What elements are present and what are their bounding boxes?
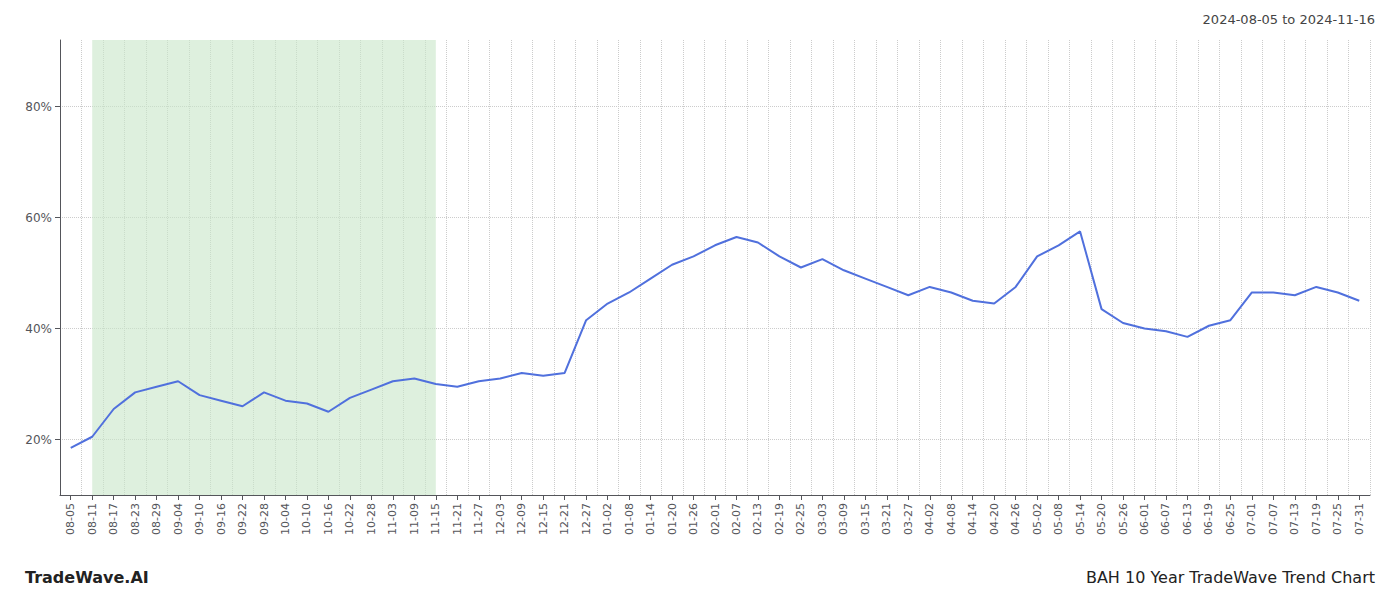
svg-text:01-20: 01-20 [666,503,679,535]
svg-text:06-01: 06-01 [1138,503,1151,535]
svg-text:05-08: 05-08 [1052,503,1065,535]
svg-text:03-09: 03-09 [837,503,850,535]
svg-text:04-08: 04-08 [945,503,958,535]
svg-text:08-23: 08-23 [129,503,142,535]
svg-text:08-17: 08-17 [107,503,120,535]
svg-text:08-29: 08-29 [150,503,163,535]
svg-text:08-11: 08-11 [86,503,99,535]
svg-text:12-03: 12-03 [494,503,507,535]
svg-text:02-19: 02-19 [773,503,786,535]
svg-text:09-28: 09-28 [258,503,271,535]
svg-text:09-04: 09-04 [172,503,185,535]
svg-text:80%: 80% [25,100,52,114]
svg-text:03-15: 03-15 [859,503,872,535]
svg-text:02-13: 02-13 [751,503,764,535]
svg-text:09-22: 09-22 [236,503,249,535]
svg-text:09-10: 09-10 [193,503,206,535]
svg-text:03-21: 03-21 [880,503,893,535]
svg-text:05-20: 05-20 [1095,503,1108,535]
svg-text:12-27: 12-27 [580,503,593,535]
svg-text:01-08: 01-08 [623,503,636,535]
svg-text:BAH 10 Year TradeWave Trend Ch: BAH 10 Year TradeWave Trend Chart [1086,568,1375,587]
svg-text:10-16: 10-16 [322,503,335,535]
svg-text:04-26: 04-26 [1009,503,1022,535]
svg-text:07-07: 07-07 [1267,503,1280,535]
svg-text:10-22: 10-22 [343,503,356,535]
svg-text:02-25: 02-25 [794,503,807,535]
svg-text:08-05: 08-05 [64,503,77,535]
svg-text:12-09: 12-09 [515,503,528,535]
svg-text:10-28: 10-28 [365,503,378,535]
svg-text:11-03: 11-03 [386,503,399,535]
svg-text:01-26: 01-26 [687,503,700,535]
svg-text:04-20: 04-20 [988,503,1001,535]
svg-text:03-03: 03-03 [816,503,829,535]
svg-text:11-27: 11-27 [472,503,485,535]
svg-text:04-14: 04-14 [966,503,979,535]
svg-text:06-13: 06-13 [1181,503,1194,535]
svg-text:10-04: 10-04 [279,503,292,535]
svg-text:2024-08-05 to 2024-11-16: 2024-08-05 to 2024-11-16 [1203,12,1375,27]
svg-text:01-14: 01-14 [644,503,657,535]
svg-text:05-14: 05-14 [1074,503,1087,535]
svg-text:07-13: 07-13 [1288,503,1301,535]
svg-text:07-01: 07-01 [1245,503,1258,535]
svg-text:05-26: 05-26 [1117,503,1130,535]
svg-text:10-10: 10-10 [300,503,313,535]
svg-text:05-02: 05-02 [1031,503,1044,535]
svg-text:11-21: 11-21 [451,503,464,535]
svg-text:02-01: 02-01 [709,503,722,535]
svg-text:03-27: 03-27 [902,503,915,535]
svg-text:04-02: 04-02 [923,503,936,535]
svg-text:07-19: 07-19 [1310,503,1323,535]
svg-text:06-19: 06-19 [1202,503,1215,535]
svg-text:12-21: 12-21 [558,503,571,535]
svg-text:12-15: 12-15 [537,503,550,535]
svg-text:06-25: 06-25 [1224,503,1237,535]
svg-text:TradeWave.AI: TradeWave.AI [25,568,149,587]
svg-text:20%: 20% [25,433,52,447]
svg-text:07-25: 07-25 [1331,503,1344,535]
svg-text:60%: 60% [25,211,52,225]
svg-text:11-09: 11-09 [408,503,421,535]
svg-text:07-31: 07-31 [1353,503,1366,535]
svg-text:11-15: 11-15 [429,503,442,535]
svg-text:01-02: 01-02 [601,503,614,535]
svg-text:40%: 40% [25,322,52,336]
svg-text:02-07: 02-07 [730,503,743,535]
svg-text:09-16: 09-16 [215,503,228,535]
svg-text:06-07: 06-07 [1159,503,1172,535]
